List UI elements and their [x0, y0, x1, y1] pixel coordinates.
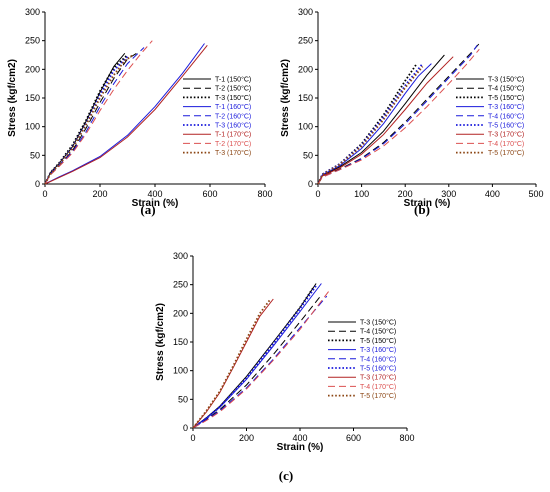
x-axis-title: Strain (%): [404, 198, 451, 209]
chart-panel-2: 0 50 100 150 200 250 300 0 100 200 300 400 500 Strain…: [280, 7, 544, 217]
x-tick-label: 100: [354, 189, 369, 199]
y-tick-label: 100: [173, 366, 188, 376]
series-line-1: [192, 283, 317, 429]
x-tick-label: 0: [190, 433, 195, 443]
series-line-3: [317, 64, 417, 185]
legend-label: T-2 (150°C): [215, 85, 251, 93]
legend-label: T-2 (160°C): [215, 112, 251, 120]
legend-label: T-5 (170°C): [360, 392, 396, 400]
y-tick-label: 0: [308, 179, 313, 189]
y-tick-label: 150: [298, 93, 313, 103]
legend-label: T-5 (160°C): [488, 122, 524, 130]
x-tick-label: 800: [399, 433, 414, 443]
legend-label: T-1 (160°C): [215, 103, 251, 111]
y-tick-label: 200: [298, 64, 313, 74]
legend-label: T-3 (150°C): [215, 94, 251, 102]
x-tick-label: 400: [485, 189, 500, 199]
legend-label: T-3 (150°C): [488, 76, 524, 84]
y-axis-title: Stress (kgf/cm2): [7, 59, 18, 137]
x-tick-label: 0: [315, 189, 320, 199]
legend-label: T-3 (160°C): [360, 346, 396, 354]
y-tick-label: 100: [25, 122, 40, 132]
x-tick-label: 200: [92, 189, 107, 199]
legend-label: T-4 (160°C): [360, 355, 396, 363]
y-axis-title: Stress (kgf/cm2): [155, 303, 166, 381]
chart-panel-1: 0 50 100 150 200 250 300 0 200 400 600 800 Strain (%…: [7, 7, 273, 217]
legend-label: T-4 (150°C): [488, 85, 524, 93]
series-line-6: [317, 63, 424, 185]
x-axis-title: Strain (%): [277, 442, 324, 453]
x-tick-label: 200: [398, 189, 413, 199]
y-tick-label: 150: [25, 93, 40, 103]
series-line-6: [192, 285, 317, 429]
legend-label: T-5 (150°C): [488, 94, 524, 102]
y-tick-label: 200: [25, 64, 40, 74]
legend-label: T-5 (170°C): [488, 149, 524, 157]
legend-label: T-4 (150°C): [360, 328, 396, 336]
x-tick-label: 300: [441, 189, 456, 199]
x-tick-label: 500: [528, 189, 543, 199]
legend-label: T-1 (150°C): [215, 76, 251, 84]
legend-label: T-1 (170°C): [215, 131, 251, 139]
legend: T-1 (150°C)T-2 (150°C)T-3 (150°C)T-1 (16…: [183, 76, 251, 157]
legend: T-3 (150°C)T-4 (150°C)T-5 (150°C)T-3 (16…: [456, 76, 524, 157]
panel-label: (b): [414, 202, 430, 217]
legend-label: T-3 (170°C): [215, 149, 251, 157]
series-line-8: [317, 48, 480, 185]
series-line-7: [192, 298, 274, 429]
legend-label: T-3 (170°C): [488, 131, 524, 139]
x-tick-label: 600: [202, 189, 217, 199]
legend-label: T-3 (150°C): [360, 319, 396, 327]
x-tick-label: 400: [147, 189, 162, 199]
series-line-9: [44, 54, 134, 185]
y-tick-label: 300: [173, 251, 188, 261]
x-tick-label: 600: [346, 433, 361, 443]
y-tick-label: 0: [183, 423, 188, 433]
legend: T-3 (150°C)T-4 (150°C)T-5 (150°C)T-3 (16…: [328, 319, 396, 400]
y-tick-label: 250: [173, 280, 188, 290]
legend-label: T-3 (160°C): [215, 122, 251, 130]
series-line-8: [44, 40, 153, 185]
y-tick-label: 50: [178, 394, 188, 404]
series-line-8: [192, 290, 330, 429]
legend-label: T-3 (160°C): [488, 103, 524, 111]
series-line-7: [317, 56, 454, 185]
series-line-4: [44, 43, 205, 185]
x-tick-label: 200: [239, 433, 254, 443]
y-tick-label: 300: [298, 7, 313, 17]
y-tick-label: 300: [25, 7, 40, 17]
y-tick-label: 50: [30, 150, 40, 160]
series-line-4: [317, 63, 432, 185]
panel-label: (a): [140, 202, 155, 217]
series-line-2: [317, 43, 480, 185]
legend-label: T-4 (160°C): [488, 112, 524, 120]
y-axis-title: Stress (kgf/cm2): [280, 59, 291, 137]
y-tick-label: 100: [298, 122, 313, 132]
series-line-2: [192, 294, 322, 429]
legend-label: T-2 (170°C): [215, 140, 251, 148]
legend-label: T-4 (170°C): [360, 383, 396, 391]
series-line-9: [317, 65, 424, 185]
y-tick-label: 0: [35, 179, 40, 189]
legend-label: T-4 (170°C): [488, 140, 524, 148]
y-tick-label: 200: [173, 308, 188, 318]
x-tick-label: 400: [292, 433, 307, 443]
legend-label: T-5 (150°C): [360, 337, 396, 345]
chart-panel-3: 0 50 100 150 200 250 300 0 200 400 600 800 Strain (%…: [155, 251, 415, 483]
panel-label: (c): [279, 468, 293, 483]
x-tick-label: 800: [257, 189, 272, 199]
x-tick-label: 0: [42, 189, 47, 199]
y-tick-label: 150: [173, 337, 188, 347]
series-line-7: [44, 44, 208, 185]
y-tick-label: 250: [298, 36, 313, 46]
series-line-1: [317, 54, 445, 185]
y-tick-label: 50: [303, 150, 313, 160]
series-line-9: [192, 298, 272, 429]
legend-label: T-3 (170°C): [360, 374, 396, 382]
legend-label: T-5 (160°C): [360, 365, 396, 373]
series-line-3: [192, 287, 315, 429]
y-tick-label: 250: [25, 36, 40, 46]
x-axis-title: Strain (%): [132, 198, 179, 209]
